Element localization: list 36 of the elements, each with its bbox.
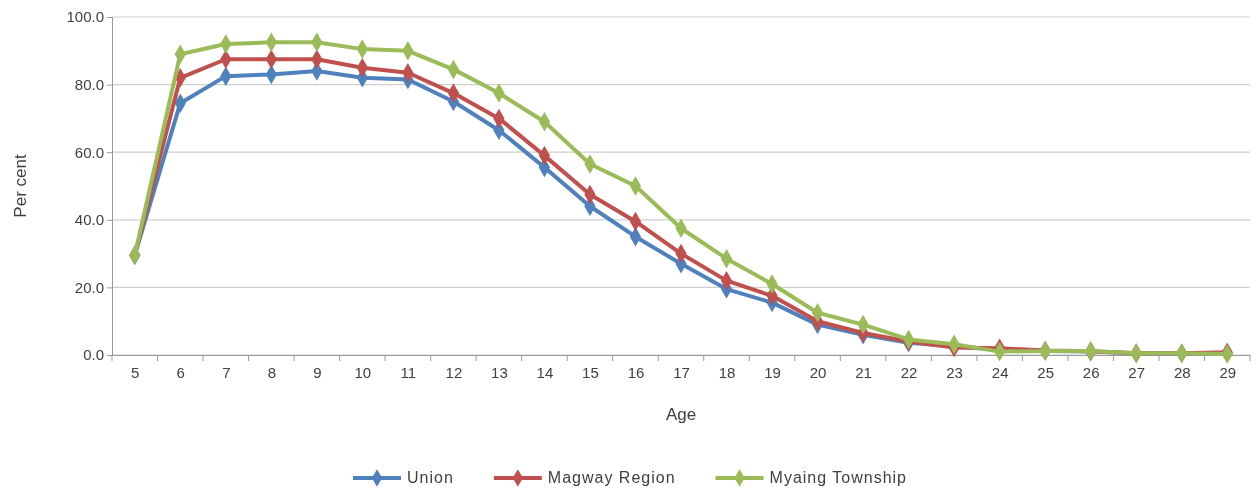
y-tick-label: 100.0 — [66, 8, 104, 26]
x-tick-label: 25 — [1037, 363, 1054, 381]
x-tick-label: 15 — [582, 363, 599, 381]
x-tick-label: 27 — [1128, 363, 1146, 381]
y-tick-label: 40.0 — [74, 211, 104, 229]
x-axis-title: Age — [665, 405, 697, 424]
y-tick-label: 0.0 — [83, 346, 104, 364]
y-tick-label: 60.0 — [74, 143, 104, 161]
y-tick-label: 20.0 — [74, 278, 104, 296]
x-tick-label: 28 — [1173, 363, 1191, 381]
x-tick-label: 16 — [627, 363, 645, 381]
x-tick-label: 6 — [176, 363, 185, 381]
x-tick-label: 18 — [718, 363, 736, 381]
x-tick-label: 29 — [1219, 363, 1237, 381]
x-tick-label: 10 — [354, 363, 372, 381]
x-tick-label: 14 — [536, 363, 554, 381]
legend-label: Union — [407, 469, 454, 486]
y-axis-title: Per cent — [11, 154, 30, 218]
x-tick-label: 13 — [491, 363, 508, 381]
legend-label: Myaing Township — [769, 469, 907, 486]
x-tick-label: 5 — [131, 363, 140, 381]
x-tick-label: 20 — [809, 363, 827, 381]
legend-label: Magway Region — [547, 469, 676, 486]
x-tick-label: 9 — [313, 363, 322, 381]
x-tick-label: 17 — [673, 363, 690, 381]
x-tick-label: 24 — [991, 363, 1009, 381]
x-tick-label: 19 — [764, 363, 781, 381]
y-tick-label: 80.0 — [74, 75, 104, 93]
x-tick-label: 22 — [900, 363, 918, 381]
x-tick-label: 8 — [267, 363, 276, 381]
x-tick-label: 12 — [445, 363, 463, 381]
x-tick-label: 21 — [855, 363, 872, 381]
x-tick-label: 26 — [1082, 363, 1100, 381]
x-tick-label: 7 — [222, 363, 231, 381]
x-tick-label: 11 — [400, 363, 417, 381]
x-tick-label: 23 — [946, 363, 963, 381]
